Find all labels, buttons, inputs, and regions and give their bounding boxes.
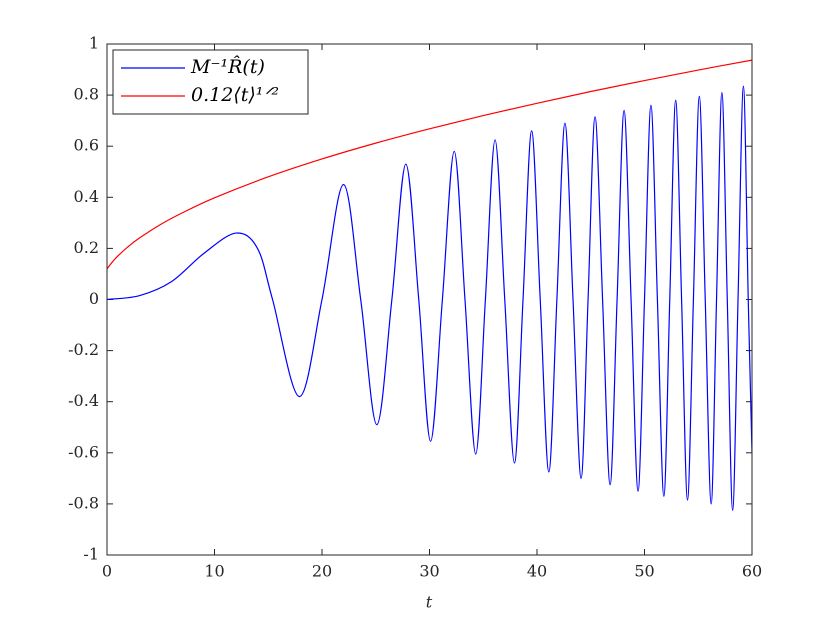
legend-label: M⁻¹R̂(t) [190, 56, 265, 78]
x-tick-label: 0 [102, 562, 112, 581]
x-tick-label: 20 [312, 562, 332, 581]
series-line [107, 59, 752, 270]
y-tick-label: -0.2 [68, 340, 99, 359]
x-tick-label: 30 [419, 562, 439, 581]
y-tick-label: 0.2 [74, 238, 99, 257]
y-tick-label: 0 [89, 289, 99, 308]
x-tick-label: 40 [527, 562, 547, 581]
x-tick-label: 60 [742, 562, 762, 581]
legend-label: 0.12⟨t⟩¹ᐟ² [191, 84, 279, 106]
y-tick-label: -1 [83, 545, 99, 564]
x-tick-label: 50 [634, 562, 654, 581]
y-tick-label: -0.6 [68, 442, 99, 461]
y-tick-label: -0.8 [68, 493, 99, 512]
series-line [107, 85, 752, 511]
y-tick-label: 0.6 [74, 136, 99, 155]
legend-box [112, 49, 309, 115]
x-tick-label: 10 [204, 562, 224, 581]
y-tick-label: 1 [89, 34, 99, 53]
axes-box [106, 43, 753, 556]
y-tick-label: 0.4 [74, 187, 99, 206]
y-tick-label: 0.8 [74, 85, 99, 104]
y-tick-label: -0.4 [68, 391, 99, 410]
x-axis-label: t [426, 593, 433, 612]
